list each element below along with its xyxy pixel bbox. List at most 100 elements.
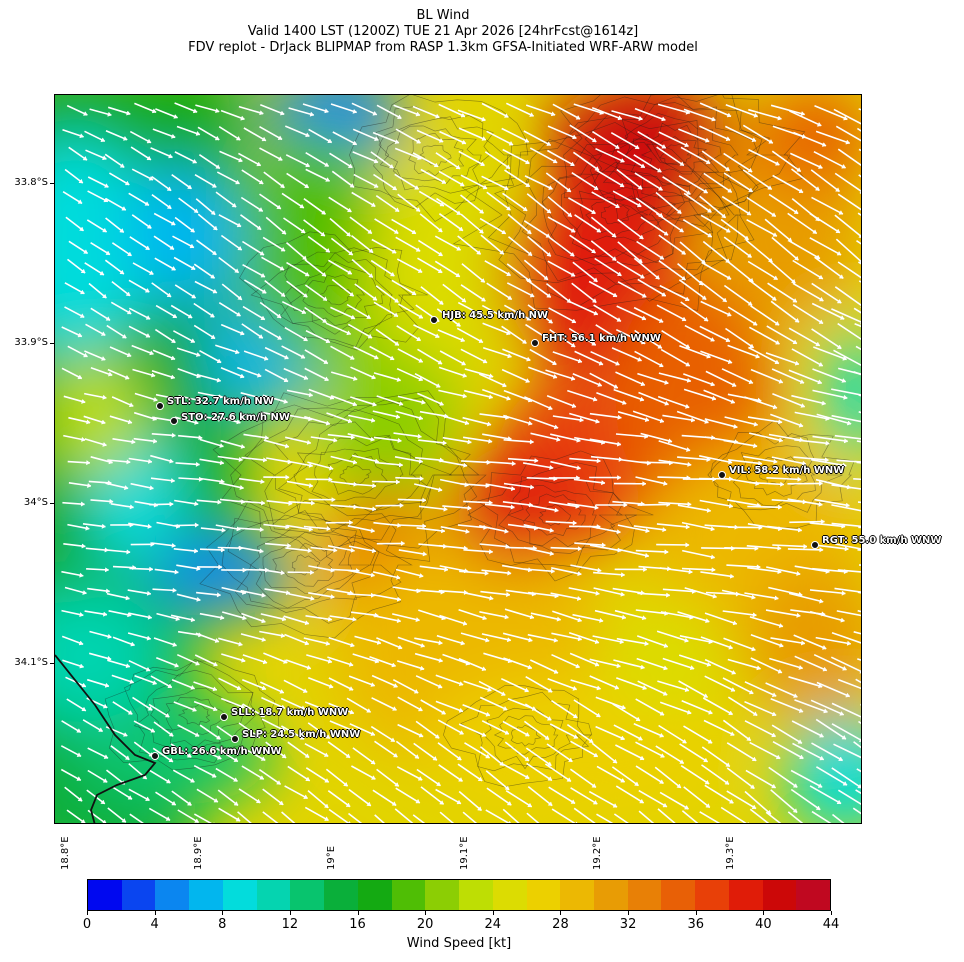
wind-vector [502, 720, 530, 737]
wind-vector-head [241, 657, 246, 663]
wind-vector-head [725, 337, 731, 343]
wind-vector [596, 392, 627, 405]
wind-vector-head [799, 379, 805, 384]
wind-vector [705, 591, 740, 595]
wind-vector [596, 813, 614, 823]
wind-vector [657, 680, 690, 692]
wind-vector-head [546, 336, 552, 342]
wind-vector-head [104, 183, 109, 188]
station-marker-slp[interactable] [231, 735, 239, 743]
wind-vector [68, 240, 89, 255]
wind-vector-head [349, 291, 354, 297]
wind-vector-head [816, 121, 822, 127]
wind-vector-head [614, 203, 620, 209]
wind-vector [747, 416, 783, 424]
wind-vector [307, 789, 329, 809]
wind-vector [507, 213, 532, 235]
wind-vector [508, 236, 533, 257]
wind-vector-head [343, 781, 348, 787]
wind-vector-head [416, 138, 421, 144]
colorbar-cell [627, 880, 662, 910]
wind-vector [112, 565, 137, 569]
wind-vector-head [567, 757, 573, 762]
terrain-contour [272, 542, 334, 587]
wind-vector-head [414, 185, 419, 190]
wind-vector [412, 105, 440, 119]
wind-vector-head [727, 188, 733, 193]
colorbar-tick [425, 911, 427, 915]
wind-map[interactable] [54, 94, 862, 824]
wind-vector [199, 477, 225, 483]
wind-vector [259, 147, 283, 161]
wind-vector-head [503, 315, 509, 321]
wind-vector-head [238, 157, 243, 163]
wind-vector-head [150, 372, 156, 378]
station-marker-stl[interactable] [156, 402, 164, 410]
station-marker-sto[interactable] [170, 417, 178, 425]
station-marker-gbl[interactable] [151, 752, 159, 760]
wind-vector [661, 330, 691, 349]
wind-vector [107, 549, 131, 553]
wind-vector [396, 367, 424, 382]
wind-vector-head [323, 752, 329, 757]
wind-vector-head [391, 248, 397, 254]
lon-label-18-8: 18.8°E [60, 836, 71, 870]
wind-vector [240, 196, 264, 212]
wind-vector-head [728, 644, 734, 650]
wind-vector [678, 654, 712, 667]
wind-vector [199, 349, 222, 364]
wind-vector-head [280, 704, 286, 710]
station-marker-vil[interactable] [718, 471, 726, 479]
wind-vector-head [124, 180, 130, 186]
wind-vector-head [124, 374, 130, 380]
wind-vector-head [725, 136, 731, 142]
wind-vector-head [525, 378, 530, 383]
wind-vector-head [546, 761, 552, 766]
wind-vector [655, 191, 682, 215]
wind-vector-head [260, 712, 266, 718]
wind-vector [439, 350, 466, 366]
wind-vector [173, 256, 196, 271]
station-marker-sll[interactable] [220, 713, 228, 721]
wind-vector-head [679, 161, 685, 166]
wind-vector [110, 745, 130, 761]
wind-vector [855, 789, 861, 795]
wind-vector [217, 455, 243, 461]
wind-vector-head [664, 400, 670, 406]
station-marker-fht[interactable] [531, 339, 539, 347]
wind-vector-head [554, 507, 559, 513]
wind-vector-head [422, 551, 428, 557]
wind-vector [397, 723, 424, 738]
wind-vector [395, 236, 421, 252]
wind-vector [854, 322, 861, 328]
wind-vector-head [277, 335, 282, 340]
wind-vector-head [841, 590, 846, 596]
wind-vector-head [524, 756, 530, 762]
wind-vector-head [706, 507, 712, 513]
wind-vector [68, 482, 92, 487]
station-marker-hjb[interactable] [430, 316, 438, 324]
wind-vector [793, 634, 827, 650]
wind-vector-head [550, 568, 556, 574]
wind-vector [261, 696, 286, 710]
wind-vector-head [706, 353, 711, 359]
wind-vector-head [858, 234, 861, 238]
wind-vector [550, 592, 582, 600]
wind-vector [726, 767, 755, 790]
wind-vector-head [486, 421, 492, 427]
wind-vector [305, 767, 330, 783]
wind-vector [68, 416, 91, 424]
station-marker-rgt[interactable] [811, 541, 819, 549]
wind-vector [375, 461, 403, 466]
wind-vector-head [98, 727, 103, 732]
wind-vector-head [367, 333, 373, 339]
wind-vector [392, 586, 421, 593]
wind-vector [243, 433, 269, 439]
wind-vector [128, 279, 150, 293]
wind-vector [106, 769, 126, 785]
wind-vector [548, 307, 577, 324]
wind-vector [457, 109, 486, 122]
wind-vector [637, 592, 670, 597]
wind-vector-head [797, 527, 803, 533]
wind-vector [395, 787, 421, 804]
